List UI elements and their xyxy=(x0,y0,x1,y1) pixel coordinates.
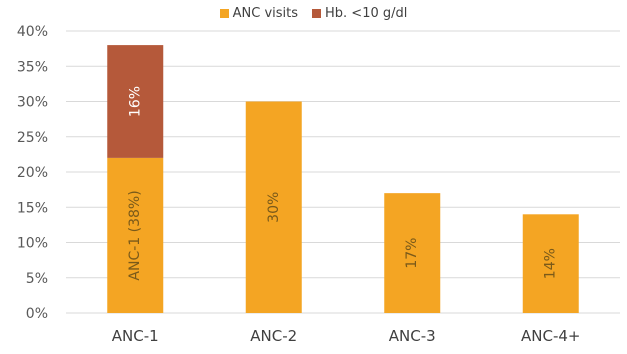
y-axis-ticks: 0% 5% 10% 15% 20% 25% 30% 35% 40% xyxy=(17,24,48,322)
bar-anc-4--0 xyxy=(522,214,579,313)
bar-anc-1-1 xyxy=(107,45,164,158)
legend-item-anc-visits: ANC visits xyxy=(219,6,299,21)
legend-item-hb: Hb. <10 g/dl xyxy=(312,6,407,21)
legend-swatch-hb xyxy=(312,9,322,18)
x-tick-label: ANC-2 xyxy=(250,327,297,345)
y-tick-label: 5% xyxy=(26,271,48,287)
x-tick-label: ANC-1 xyxy=(112,327,159,345)
legend-swatch-anc-visits xyxy=(219,9,229,18)
y-tick-label: 25% xyxy=(17,130,48,146)
x-tick-label: ANC-4+ xyxy=(521,327,580,345)
legend-label-anc-visits: ANC visits xyxy=(232,6,299,21)
bars-layer: ANC-1 (38%) 16% 30% 17% 14% xyxy=(107,45,579,313)
bar-anc-3-0 xyxy=(384,193,441,313)
data-label: ANC-1 (38%) xyxy=(127,190,143,280)
y-tick-label: 10% xyxy=(17,236,48,252)
y-tick-label: 0% xyxy=(26,306,48,322)
y-tick-label: 30% xyxy=(17,95,48,111)
data-label: 16% xyxy=(127,86,143,117)
data-label: 30% xyxy=(266,192,282,223)
legend-label-hb: Hb. <10 g/dl xyxy=(325,6,408,21)
y-tick-label: 20% xyxy=(17,165,48,181)
legend: ANC visits Hb. <10 g/dl xyxy=(0,6,627,21)
x-tick-label: ANC-3 xyxy=(389,327,436,345)
data-label: 17% xyxy=(404,238,420,269)
y-tick-label: 15% xyxy=(17,200,48,216)
y-tick-label: 40% xyxy=(17,24,48,40)
bar-anc-1-0 xyxy=(107,157,164,313)
data-label: 14% xyxy=(543,248,559,279)
x-axis-ticks: ANC-1 ANC-2 ANC-3 ANC-4+ xyxy=(112,327,581,345)
bar-anc-2-0 xyxy=(245,101,302,313)
y-tick-label: 35% xyxy=(17,59,48,75)
